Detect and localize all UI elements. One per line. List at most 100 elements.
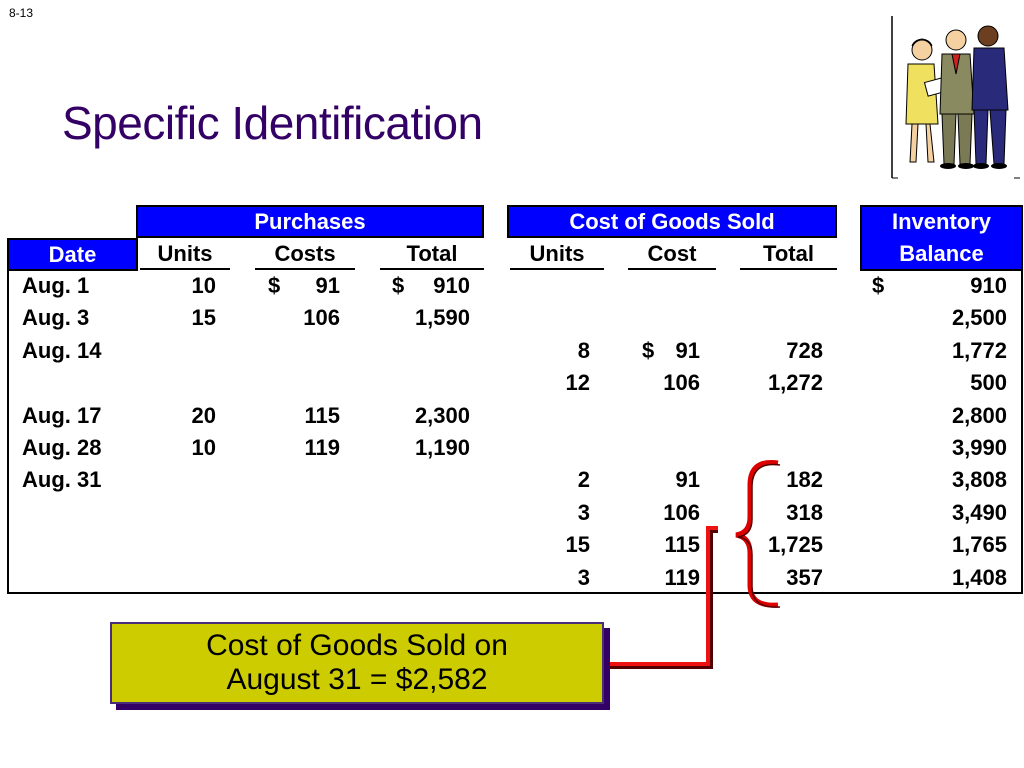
cell-c-total bbox=[740, 302, 823, 334]
cell-p-total: 1,190 bbox=[414, 435, 470, 460]
slide-number: 8-13 bbox=[9, 6, 34, 20]
cell-c-cost: 91 bbox=[675, 467, 700, 493]
cell-bal: 1,772 bbox=[951, 337, 1007, 363]
cell-c-units: 8 bbox=[577, 337, 590, 363]
cell-bal: 910 bbox=[970, 273, 1007, 298]
cell-p-total bbox=[390, 335, 470, 367]
date-header: Date bbox=[7, 238, 138, 271]
cell-bal-sym bbox=[872, 367, 892, 399]
cell-c-units: 3 bbox=[577, 564, 590, 590]
cogs-header: Cost of Goods Sold bbox=[507, 205, 837, 238]
cell-bal: 2,800 bbox=[951, 402, 1007, 428]
underline bbox=[380, 268, 484, 270]
cell-bal: 3,808 bbox=[951, 467, 1007, 493]
table-border-left bbox=[7, 238, 9, 594]
cell-p-cost bbox=[270, 464, 340, 496]
cell-c-total: 357 bbox=[786, 564, 823, 590]
cell-p-total bbox=[390, 367, 470, 399]
cell-c-cost: 106 bbox=[663, 499, 700, 525]
cell-bal-sym bbox=[872, 335, 892, 367]
cogs-callout: Cost of Goods Sold on August 31 = $2,582 bbox=[110, 622, 604, 704]
cell-c-units bbox=[510, 400, 590, 432]
cell-c-total: 182 bbox=[786, 467, 823, 493]
callout-line1: Cost of Goods Sold on bbox=[206, 629, 508, 662]
cell-bal-sym bbox=[872, 464, 892, 496]
cell-p-cost bbox=[270, 367, 340, 399]
cell-date bbox=[22, 529, 132, 561]
cell-p-cost bbox=[270, 529, 340, 561]
cogs-total-header: Total bbox=[763, 241, 814, 266]
cell-p-cost: 106 bbox=[303, 305, 340, 331]
cell-p-cost: 115 bbox=[304, 402, 341, 428]
cell-date: Aug. 3 bbox=[22, 305, 90, 331]
page-title: Specific Identification bbox=[62, 97, 483, 149]
cell-bal-sym bbox=[872, 529, 892, 561]
purchases-costs-header: Costs bbox=[274, 241, 336, 266]
cell-p-units: 10 bbox=[191, 435, 216, 460]
cell-c-cost: 119 bbox=[664, 564, 701, 590]
cell-date bbox=[22, 562, 132, 594]
cell-date: Aug. 31 bbox=[22, 467, 102, 493]
cell-bal-sym bbox=[872, 302, 892, 334]
cogs-cost-header: Cost bbox=[647, 241, 697, 266]
connector-line-icon bbox=[604, 526, 718, 669]
cell-c-total bbox=[740, 400, 823, 432]
cell-bal-sym bbox=[872, 497, 892, 529]
cell-p-total bbox=[390, 497, 470, 529]
cell-bal-sym bbox=[872, 400, 892, 432]
table-border-bottom bbox=[7, 592, 1023, 594]
cell-bal: 500 bbox=[970, 370, 1007, 396]
cell-c-cost: 106 bbox=[663, 370, 700, 396]
cell-p-units bbox=[140, 497, 216, 529]
cell-date: Aug. 17 bbox=[22, 402, 102, 428]
purchases-header: Purchases bbox=[136, 205, 484, 238]
cell-c-total: 318 bbox=[786, 499, 823, 525]
cell-p-cost: 119 bbox=[304, 435, 341, 460]
cell-c-total bbox=[740, 270, 823, 302]
cell-p-total: 2,300 bbox=[414, 402, 470, 428]
cell-c-units bbox=[510, 432, 590, 464]
cell-p-units: 15 bbox=[191, 305, 216, 331]
cell-bal: 3,990 bbox=[951, 435, 1007, 460]
cell-bal: 1,408 bbox=[951, 564, 1007, 590]
cell-c-units: 3 bbox=[577, 499, 590, 525]
cell-p-units bbox=[140, 367, 216, 399]
cell-c-cost-sym: $ bbox=[642, 337, 655, 363]
cell-p-cost bbox=[270, 562, 340, 594]
cell-p-units: 10 bbox=[191, 273, 216, 298]
underline bbox=[140, 268, 230, 270]
cell-p-cost: 91 bbox=[315, 273, 340, 298]
inventory-header-line1: Inventory bbox=[891, 209, 992, 234]
underline bbox=[510, 268, 604, 270]
purchases-total-header: Total bbox=[406, 241, 458, 266]
cell-p-total bbox=[390, 529, 470, 561]
cell-p-total: 910 bbox=[433, 273, 470, 298]
cell-p-total bbox=[390, 464, 470, 496]
underline bbox=[255, 268, 355, 270]
cell-c-total: 1,272 bbox=[767, 370, 823, 396]
inventory-header: Inventory Balance bbox=[860, 205, 1023, 271]
cell-p-units bbox=[140, 529, 216, 561]
cell-c-cost: 91 bbox=[675, 337, 700, 363]
cell-date bbox=[22, 367, 132, 399]
cell-p-cost bbox=[270, 335, 340, 367]
cell-date: Aug. 14 bbox=[22, 337, 102, 363]
table-border-right bbox=[1021, 205, 1023, 594]
cell-c-units: 15 bbox=[565, 532, 590, 558]
cell-bal-sym bbox=[872, 432, 892, 464]
cell-bal: 3,490 bbox=[951, 499, 1007, 525]
cell-bal-sym bbox=[872, 562, 892, 594]
cell-p-units bbox=[140, 562, 216, 594]
cell-date: Aug. 28 bbox=[22, 435, 102, 460]
cell-p-cost-sym: $ bbox=[268, 273, 281, 298]
cell-c-units: 12 bbox=[565, 370, 590, 396]
cell-c-cost bbox=[630, 270, 700, 302]
callout-line2: August 31 = $2,582 bbox=[226, 663, 488, 696]
cell-p-units bbox=[140, 464, 216, 496]
cell-c-cost: 115 bbox=[664, 532, 701, 558]
cell-c-cost bbox=[630, 400, 700, 432]
cell-p-total bbox=[390, 562, 470, 594]
cell-p-units: 20 bbox=[191, 402, 216, 428]
cell-date: Aug. 1 bbox=[22, 273, 90, 298]
cell-p-total-sym: $ bbox=[392, 273, 405, 298]
